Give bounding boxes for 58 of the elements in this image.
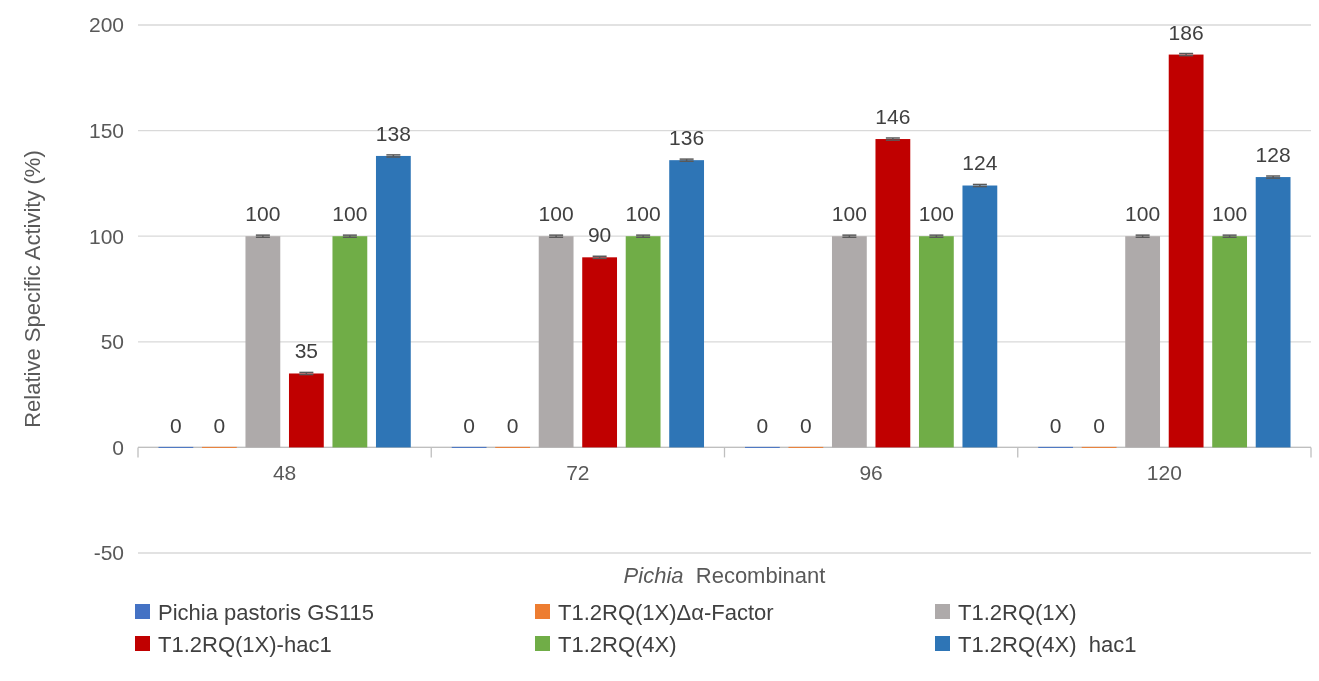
x-tick-label: 120 [1146, 461, 1182, 485]
x-tick-label: 72 [566, 461, 590, 485]
y-tick-label: -50 [93, 541, 124, 565]
x-tick-label: 48 [272, 461, 297, 485]
data-label: 124 [962, 151, 998, 175]
data-label: 136 [669, 126, 705, 150]
legend-label: Pichia pastoris GS115 [158, 599, 375, 625]
bar [375, 155, 411, 448]
y-tick-label: 50 [100, 330, 124, 354]
data-label: 90 [587, 223, 612, 247]
data-label: 100 [245, 202, 281, 226]
legend-label: T1.2RQ(4X) hac1 [958, 631, 1137, 657]
data-label: 128 [1255, 143, 1291, 167]
bar [288, 373, 324, 448]
data-label: 0 [1093, 414, 1105, 438]
bar [1125, 236, 1161, 448]
data-label: 100 [831, 202, 867, 226]
bar [625, 236, 661, 448]
x-tick-label: 96 [859, 461, 883, 485]
data-label: 0 [170, 414, 182, 438]
data-label: 186 [1168, 20, 1204, 44]
data-label: 100 [1212, 202, 1248, 226]
data-label: 0 [213, 414, 226, 438]
data-label: 100 [1125, 202, 1161, 226]
bar [669, 160, 705, 448]
data-label: 35 [294, 339, 319, 363]
bar [875, 139, 911, 448]
legend-label: T1.2RQ(4X) [558, 631, 677, 657]
bar [582, 257, 618, 448]
bar [332, 236, 368, 448]
data-label: 0 [800, 414, 812, 438]
bar [1212, 236, 1248, 448]
y-axis-title: Relative Specific Activity (%) [20, 150, 45, 428]
legend-label: T1.2RQ(1X)-hac1 [158, 631, 332, 657]
bar [1168, 54, 1204, 448]
data-label: 0 [1049, 414, 1062, 438]
x-axis-title: Pichia Recombinant [623, 563, 826, 588]
data-label: 100 [625, 202, 661, 226]
y-tick-label: 150 [88, 118, 124, 142]
bar [918, 236, 954, 448]
data-label: 0 [506, 414, 519, 438]
data-label: 0 [756, 414, 769, 438]
bar [245, 236, 281, 448]
y-tick-label: 200 [88, 13, 124, 37]
bar [1255, 177, 1291, 448]
bar [831, 236, 867, 448]
data-label: 0 [463, 414, 475, 438]
y-tick-label: 100 [88, 224, 124, 248]
legend-label: T1.2RQ(1X) [958, 599, 1077, 625]
bar [962, 185, 998, 448]
bar [538, 236, 574, 448]
data-label: 100 [918, 202, 954, 226]
y-tick-label: 0 [112, 435, 124, 459]
data-label: 138 [375, 121, 411, 145]
legend-label: T1.2RQ(1X)Δα-Factor [558, 599, 774, 625]
data-label: 100 [538, 202, 574, 226]
data-label: 100 [332, 202, 368, 226]
data-label: 146 [875, 104, 911, 128]
